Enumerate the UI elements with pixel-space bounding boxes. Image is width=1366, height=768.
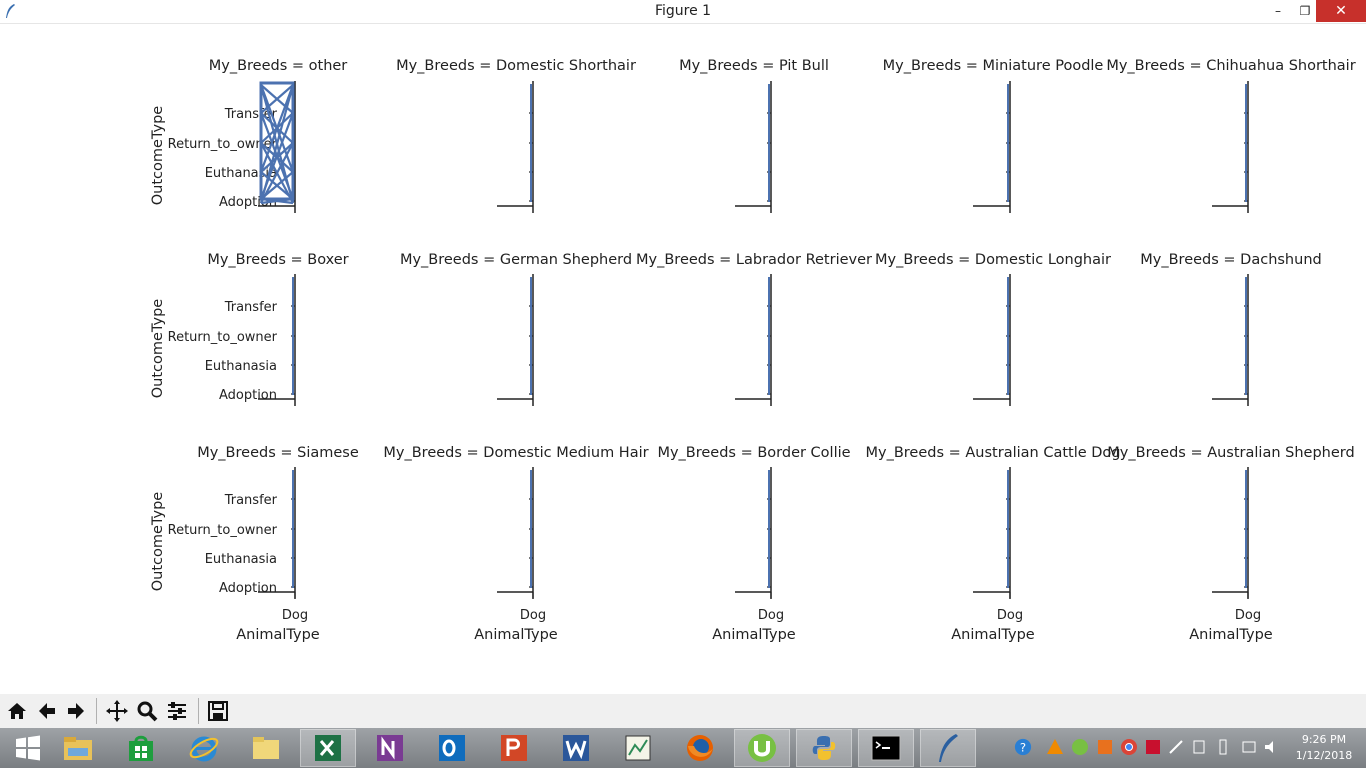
windows-start-button[interactable] xyxy=(0,729,56,767)
back-arrow-icon[interactable] xyxy=(33,697,61,725)
folder-icon[interactable] xyxy=(238,729,294,767)
y-tick-label: Euthanasia xyxy=(205,552,277,567)
x-tick-label: Dog xyxy=(997,608,1023,623)
series-line xyxy=(259,84,295,204)
clock-time: 9:26 PM xyxy=(1301,733,1347,746)
x-axis-label: AnimalType xyxy=(474,627,558,643)
x-axis-label: AnimalType xyxy=(951,627,1035,643)
y-axis-label: OutcomeType xyxy=(150,299,166,399)
figure-canvas: My_Breeds = other Adoption Euthanasia Retur… xyxy=(0,24,1366,694)
y-tick-label: Return_to_owner xyxy=(168,523,278,538)
clock-date: 1/12/2018 xyxy=(1295,749,1353,762)
panel-title: My_Breeds = Labrador Retriever xyxy=(636,252,872,268)
close-button[interactable]: ✕ xyxy=(1316,0,1366,22)
configure-subplots-icon[interactable] xyxy=(163,697,191,725)
chrome-icon[interactable] xyxy=(1120,738,1138,756)
window-title-bar: Figure 1 – ❐ ✕ xyxy=(0,0,1366,24)
y-axis-label: OutcomeType xyxy=(150,106,166,206)
series-line xyxy=(260,142,294,204)
word-icon[interactable] xyxy=(548,729,604,767)
pan-icon[interactable] xyxy=(103,697,131,725)
x-axis-label: AnimalType xyxy=(712,627,796,643)
zoom-icon[interactable] xyxy=(133,697,161,725)
save-icon[interactable] xyxy=(204,697,232,725)
forward-arrow-icon[interactable] xyxy=(62,697,90,725)
adobe-tray-icon[interactable] xyxy=(1144,738,1162,756)
utorrent-tray-icon[interactable] xyxy=(1071,738,1089,756)
taskbar-clock[interactable]: 9:26 PM 1/12/2018 xyxy=(1290,732,1358,764)
network-tray-icon[interactable] xyxy=(1167,738,1185,756)
excel-icon[interactable] xyxy=(300,729,356,767)
y-tick-label: Euthanasia xyxy=(205,359,277,374)
device-tray-icon[interactable] xyxy=(1190,738,1208,756)
series-line xyxy=(260,197,294,205)
panel-title: My_Breeds = Australian Shepherd xyxy=(1107,445,1354,461)
y-tick-label: Adoption xyxy=(219,388,277,403)
windows-taskbar: ? 9:26 PM 1/12/2018 xyxy=(0,728,1366,768)
navigation-toolbar xyxy=(0,694,1366,728)
y-axis-label: OutcomeType xyxy=(150,492,166,592)
y-tick-label: Adoption xyxy=(219,581,277,596)
maximize-button[interactable]: ❐ xyxy=(1299,4,1311,18)
onenote-icon[interactable] xyxy=(362,729,418,767)
panel-title: My_Breeds = Border Collie xyxy=(657,445,850,461)
svg-text:?: ? xyxy=(1020,741,1026,755)
panel-title: My_Breeds = Dachshund xyxy=(1140,252,1321,268)
feather-app-icon xyxy=(6,4,15,18)
vlc-icon[interactable] xyxy=(1046,738,1064,756)
panel-title: My_Breeds = Chihuahua Shorthair xyxy=(1106,58,1355,74)
panel-title: My_Breeds = Domestic Medium Hair xyxy=(383,445,648,461)
toolbar-separator xyxy=(198,698,199,724)
powerpoint-icon[interactable] xyxy=(486,729,542,767)
home-icon[interactable] xyxy=(3,697,31,725)
series-line xyxy=(259,84,295,173)
y-tick-label: Transfer xyxy=(224,493,278,508)
x-axis-label: AnimalType xyxy=(1189,627,1273,643)
x-tick-label: Dog xyxy=(758,608,784,623)
panel-title: My_Breeds = Siamese xyxy=(197,445,359,461)
series-line xyxy=(260,84,294,114)
x-tick-label: Dog xyxy=(1235,608,1261,623)
panel-title: My_Breeds = Australian Cattle Dog xyxy=(865,445,1120,461)
power-tray-icon[interactable] xyxy=(1240,738,1258,756)
volume-icon[interactable] xyxy=(1263,738,1281,756)
utorrent-icon[interactable] xyxy=(734,729,790,767)
help-icon[interactable]: ? xyxy=(1014,738,1032,756)
x-tick-label: Dog xyxy=(282,608,308,623)
store-icon[interactable] xyxy=(113,729,169,767)
y-tick-label: Transfer xyxy=(224,300,278,315)
internet-explorer-icon[interactable] xyxy=(176,729,232,767)
office-tray-icon[interactable] xyxy=(1096,738,1114,756)
panel-title: My_Breeds = Domestic Shorthair xyxy=(396,58,636,74)
panel-title: My_Breeds = Domestic Longhair xyxy=(875,252,1111,268)
file-explorer-icon[interactable] xyxy=(50,729,106,767)
panel-title: My_Breeds = other xyxy=(209,58,348,74)
toolbar-separator xyxy=(96,698,97,724)
panel-title: My_Breeds = Miniature Poodle xyxy=(883,58,1104,74)
panel-title: My_Breeds = Boxer xyxy=(207,252,348,268)
panel-title: My_Breeds = German Shepherd xyxy=(400,252,632,268)
python-icon[interactable] xyxy=(796,729,852,767)
usb-tray-icon[interactable] xyxy=(1214,738,1232,756)
chart-app-icon[interactable] xyxy=(610,729,666,767)
command-prompt-icon[interactable] xyxy=(858,729,914,767)
x-axis-label: AnimalType xyxy=(236,627,320,643)
firefox-icon[interactable] xyxy=(672,729,728,767)
y-tick-label: Return_to_owner xyxy=(168,137,278,152)
series-box xyxy=(259,81,295,201)
window-title: Figure 1 xyxy=(654,3,712,19)
y-tick-label: Euthanasia xyxy=(205,166,277,181)
outlook-icon[interactable] xyxy=(424,729,480,767)
feather-app-taskbar-icon[interactable] xyxy=(920,729,976,767)
panel-title: My_Breeds = Pit Bull xyxy=(679,58,829,74)
minimize-button[interactable]: – xyxy=(1275,4,1281,18)
x-tick-label: Dog xyxy=(520,608,546,623)
y-tick-label: Return_to_owner xyxy=(168,330,278,345)
facet-grid-chart: My_Breeds = other Adoption Euthanasia Retur… xyxy=(150,58,1356,643)
